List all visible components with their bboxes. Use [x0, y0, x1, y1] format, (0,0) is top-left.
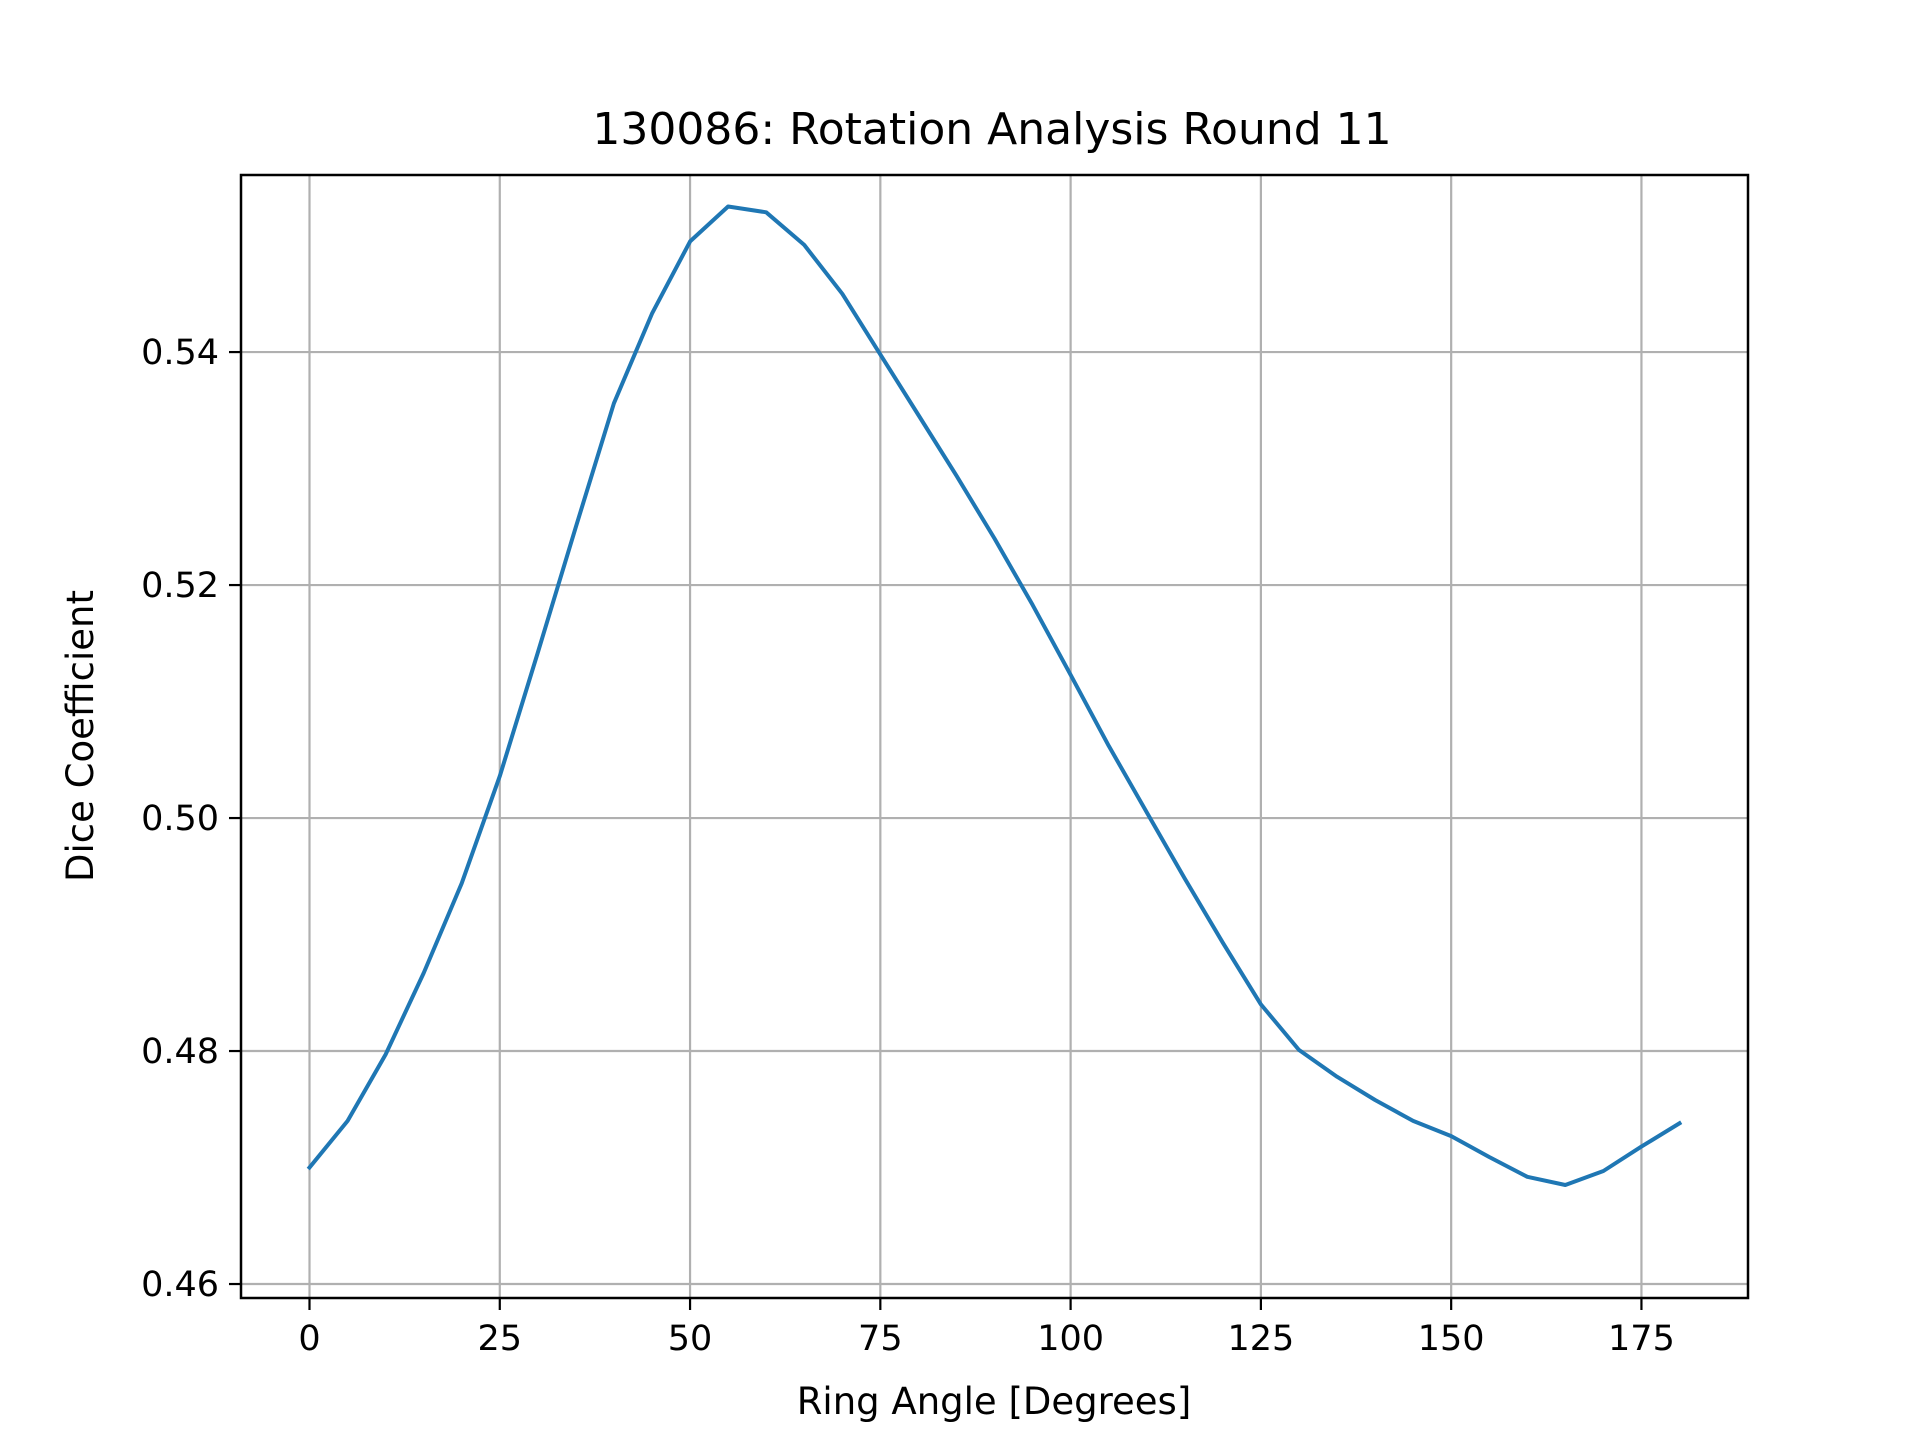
x-tick-label: 125 — [1227, 1319, 1294, 1359]
series-layer — [306, 204, 1683, 1187]
y-tick-label: 0.52 — [141, 566, 219, 606]
grid-lines — [241, 175, 1748, 1298]
x-tick-label: 150 — [1418, 1319, 1485, 1359]
y-tick-label: 0.48 — [141, 1032, 219, 1072]
x-tick-label: 175 — [1608, 1319, 1675, 1359]
x-tick-label: 100 — [1037, 1319, 1104, 1359]
series-line — [306, 204, 1683, 1187]
chart-title: 130086: Rotation Analysis Round 11 — [592, 104, 1391, 155]
x-tick-label: 0 — [298, 1319, 320, 1359]
x-tick-label: 75 — [858, 1319, 903, 1359]
plot-frame — [239, 173, 1750, 1300]
y-tick-label: 0.54 — [141, 333, 219, 373]
x-tick-label: 50 — [668, 1319, 713, 1359]
y-tick-label: 0.46 — [141, 1265, 219, 1305]
y-tick-label: 0.50 — [141, 799, 219, 839]
x-axis-label: Ring Angle [Degrees] — [797, 1380, 1192, 1423]
y-axis-label: Dice Coefficient — [59, 590, 102, 882]
x-tick-label: 25 — [478, 1319, 523, 1359]
axis-ticks: 0 25 50 75 100 125 150 175 0.46 0.48 0.50 0.52 0.54 — [141, 333, 1675, 1359]
